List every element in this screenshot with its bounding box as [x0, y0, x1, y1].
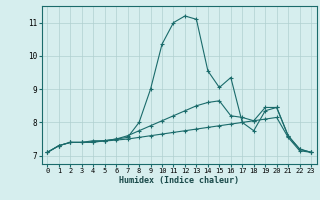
- X-axis label: Humidex (Indice chaleur): Humidex (Indice chaleur): [119, 176, 239, 185]
